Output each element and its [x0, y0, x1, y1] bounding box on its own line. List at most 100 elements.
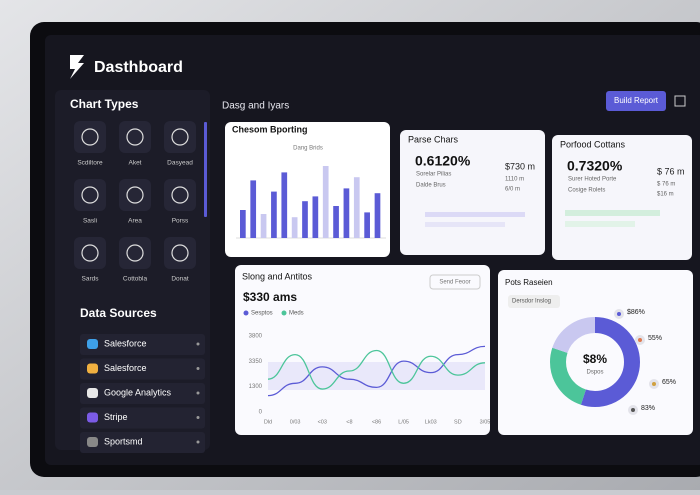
- chart-type-label: Sards: [82, 276, 100, 283]
- data-source-name: Sportsmd: [104, 436, 143, 446]
- y-tick-label: 3800: [249, 334, 263, 340]
- bar: [353, 177, 360, 238]
- stat-amount: 6/0 m: [505, 187, 520, 193]
- chart-type-tile[interactable]: [119, 121, 151, 153]
- filter-button[interactable]: [508, 295, 560, 308]
- legend-swatch: [281, 310, 287, 316]
- stat-amount: $ 76 m: [657, 182, 675, 188]
- x-tick-label: L/05: [398, 419, 409, 425]
- placeholder-bar: [565, 210, 660, 216]
- donut-label: 83%: [641, 405, 655, 412]
- button-label[interactable]: Dersdor Inslog: [512, 299, 551, 305]
- chart-type-icon: [81, 244, 99, 262]
- bar: [333, 206, 339, 238]
- chart-type-tile[interactable]: [164, 179, 196, 211]
- y-tick-label: 0: [259, 410, 263, 416]
- avatar-dot: [617, 312, 621, 316]
- bar: [302, 201, 308, 238]
- data-source-icon: [87, 339, 98, 349]
- avatar-dot: [652, 382, 656, 386]
- section-title: Chart Types: [70, 97, 139, 111]
- bar: [281, 172, 288, 238]
- bar: [260, 214, 267, 238]
- chart-type-tile[interactable]: [164, 121, 196, 153]
- bar: [312, 196, 319, 238]
- x-tick-label: SD: [454, 419, 462, 425]
- x-tick-label: <03: [318, 419, 327, 425]
- placeholder-bar: [565, 221, 635, 227]
- header-title: Dasg and Iyars: [222, 101, 289, 112]
- scrollbar: [204, 122, 207, 217]
- bar: [343, 188, 350, 238]
- chart-type-tile[interactable]: [164, 237, 196, 269]
- chart-type-tile[interactable]: [119, 179, 151, 211]
- data-source-row[interactable]: [80, 407, 205, 429]
- stat-amount: $16 m: [657, 192, 674, 198]
- bar: [271, 191, 277, 238]
- donut-segment: [550, 317, 640, 407]
- data-source-row[interactable]: [80, 358, 205, 380]
- y-tick-label: 3350: [249, 359, 263, 365]
- stat-amount: 1110 m: [505, 177, 524, 183]
- x-tick-label: <86: [372, 419, 381, 425]
- bar: [364, 212, 370, 238]
- legend-label: Sesptos: [251, 311, 273, 317]
- data-source-row[interactable]: [80, 432, 205, 453]
- data-source-row[interactable]: [80, 383, 205, 404]
- data-source-row[interactable]: [80, 334, 205, 355]
- legend-swatch: [243, 310, 249, 316]
- x-tick-label: <8: [346, 419, 352, 425]
- card-title: Porfood Cottans: [560, 139, 626, 149]
- donut-card: [498, 270, 693, 435]
- chart-type-label: Cottobla: [123, 276, 148, 283]
- donut-label: $86%: [627, 309, 645, 316]
- stat-amount: $730 m: [505, 161, 535, 171]
- button-label[interactable]: Send Feoor: [439, 280, 470, 286]
- donut-center-label: Dspos: [586, 370, 603, 376]
- chart-type-tile[interactable]: [119, 237, 151, 269]
- y-tick-label: 1300: [249, 384, 263, 390]
- card-title: Parse Chars: [408, 134, 459, 144]
- donut-center-value: $8%: [583, 352, 607, 366]
- card-title: Pots Raseien: [505, 278, 553, 287]
- row-action: [196, 367, 200, 370]
- donut-segment: [550, 317, 640, 407]
- row-action: [196, 440, 200, 444]
- data-source-name: Google Analytics: [104, 387, 172, 397]
- bar: [291, 217, 298, 238]
- button-label[interactable]: Build Report: [614, 96, 659, 105]
- data-source-icon: [87, 412, 98, 423]
- chart-type-label: Area: [128, 218, 142, 225]
- chart-type-icon: [171, 186, 189, 204]
- donut-label: 55%: [648, 335, 662, 342]
- stat-note: Cosige Rolets: [568, 188, 605, 194]
- bar: [374, 193, 381, 238]
- card-title: Slong and Antitos: [242, 271, 313, 281]
- data-source-icon: [87, 363, 98, 374]
- placeholder-bar: [425, 222, 505, 227]
- send-button[interactable]: [429, 274, 481, 290]
- data-source-name: Stripe: [104, 412, 128, 422]
- line-card: [235, 265, 490, 435]
- avatar-dot: [638, 338, 642, 342]
- expand-icon[interactable]: [674, 95, 686, 107]
- build-report-button[interactable]: [606, 91, 666, 111]
- chart-type-tile[interactable]: [74, 179, 106, 211]
- data-source-name: Salesforce: [104, 338, 147, 348]
- section-title: Data Sources: [80, 306, 157, 320]
- bar: [250, 180, 257, 238]
- chart-type-label: Sasli: [83, 218, 97, 225]
- chart-type-tile[interactable]: [74, 237, 106, 269]
- stat-value: 0.7320%: [567, 158, 623, 174]
- band: [268, 362, 485, 390]
- stat-amount: $ 76 m: [657, 166, 685, 176]
- stat-note: Dalde Brus: [416, 183, 446, 189]
- chart-type-tile[interactable]: [74, 121, 106, 153]
- data-source-icon: [87, 437, 98, 447]
- chart-type-icon: [126, 128, 144, 146]
- row-action: [196, 391, 200, 395]
- stat-value: 0.6120%: [415, 153, 471, 169]
- donut-label: 65%: [662, 379, 676, 386]
- chart-type-label: Porss: [172, 218, 189, 225]
